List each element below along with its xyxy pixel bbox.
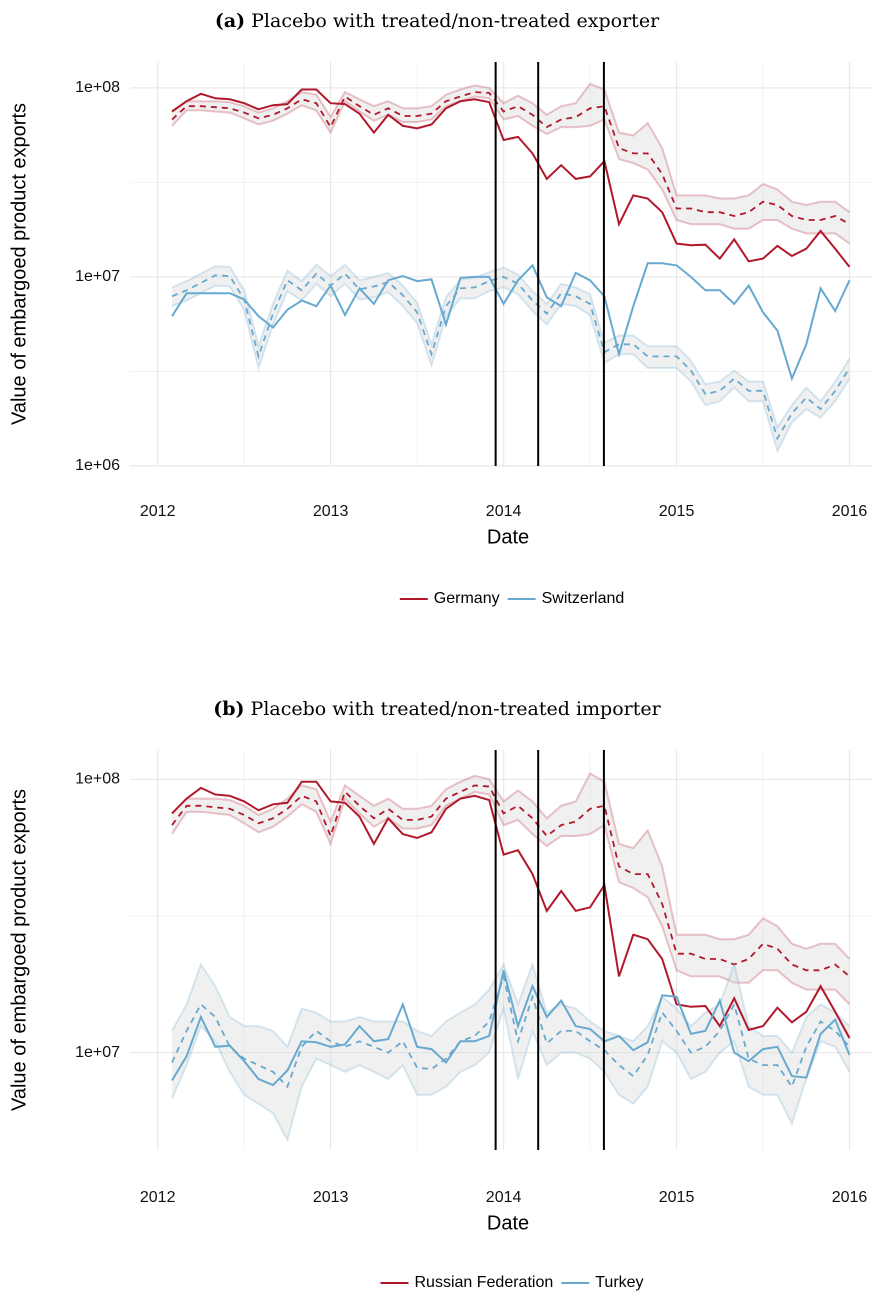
legend-label: Switzerland [542,590,625,607]
x-tick-label: 2012 [140,1189,176,1206]
x-tick-label: 2016 [832,503,868,520]
x-tick-label: 2013 [313,503,349,520]
dashed-line [171,91,850,225]
dashed-line [171,972,851,1089]
series-line [171,88,851,268]
legend-label: Turkey [595,1274,643,1291]
confidence-band [172,264,850,451]
dashed-line [171,272,851,441]
series-line [171,780,851,1039]
x-tick-label: 2013 [313,1189,349,1206]
band-upper-line [171,82,851,214]
band-upper-line [171,772,851,960]
x-tick-label: 2014 [486,503,522,520]
x-tick-label: 2014 [486,1189,522,1206]
x-tick-label: 2016 [832,1189,868,1206]
title-text: Placebo with treated/non-treated exporte… [251,10,660,32]
y-axis-title: Value of embargoed product exports [8,789,30,1111]
x-tick-label: 2012 [140,503,176,520]
band-lower-line [171,1004,851,1143]
title-text: Placebo with treated/non-treated importe… [251,698,662,720]
panel-label: (a) [215,10,245,32]
band-upper-line [171,263,851,430]
band-lower-line [171,95,851,245]
chart-title: (a) Placebo with treated/non-treated expo… [215,10,660,32]
x-axis-title: Date [487,1212,529,1234]
legend: Russian Federation Turkey [380,1274,644,1291]
x-axis-title: Date [487,526,529,548]
band-upper-line [171,960,851,1055]
legend-label: Russian Federation [415,1274,554,1291]
y-tick-label: 1e+07 [75,1044,120,1061]
y-axis-title: Value of embargoed product exports [8,103,30,425]
confidence-band [172,83,850,244]
y-tick-label: 1e+07 [75,268,120,285]
y-tick-label: 1e+08 [75,79,120,96]
band-lower-line [171,790,851,1006]
confidence-band [172,773,850,1005]
x-tick-label: 2015 [659,503,695,520]
panel-label: (b) [213,698,244,720]
series-line [171,262,851,382]
legend: Germany Switzerland [399,590,625,607]
y-tick-label: 1e+08 [75,771,120,788]
legend-label: Germany [434,590,500,607]
chart-title: (b) Placebo with treated/non-treated impo… [213,698,661,720]
y-tick-label: 1e+06 [75,457,120,474]
x-tick-label: 2015 [659,1189,695,1206]
dashed-line [171,784,851,978]
series-line [171,970,851,1087]
